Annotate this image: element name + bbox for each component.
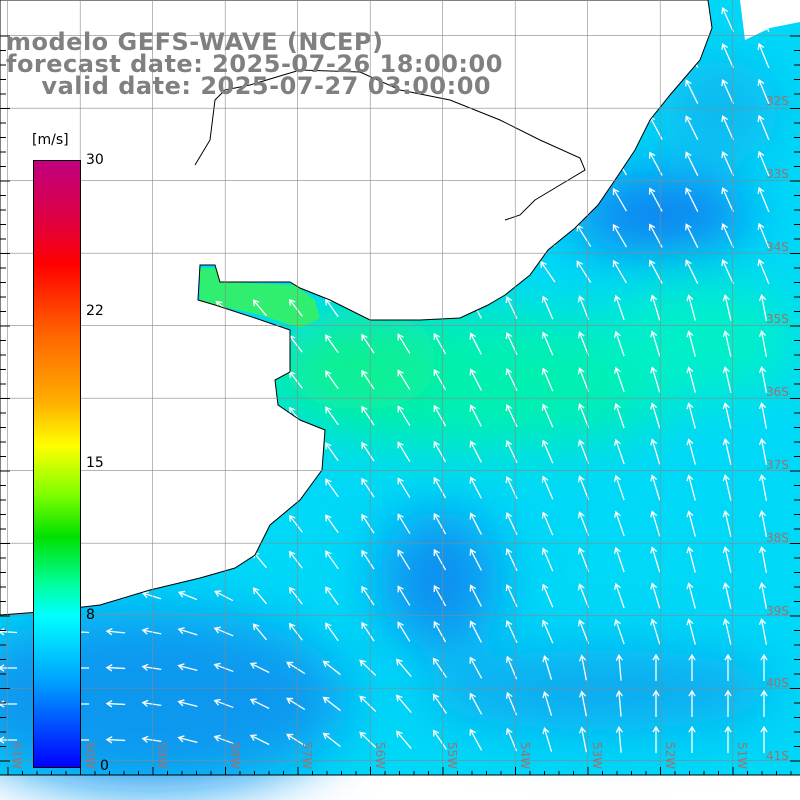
latitude-label: 35S xyxy=(766,312,789,327)
longitude-label: 60W xyxy=(82,742,97,770)
longitude-label: 59W xyxy=(155,742,169,770)
axis-ticks xyxy=(0,35,800,776)
latitude-label: 39S xyxy=(766,603,789,618)
longitude-label: 52W xyxy=(662,742,677,770)
colorbar-unit: [m/s] xyxy=(32,132,69,148)
valid-date: valid date: 2025-07-27 03:00:00 xyxy=(6,72,492,100)
longitude-label: 61W xyxy=(10,742,24,770)
latitude-label: 33S xyxy=(766,166,789,181)
longitude-label: 51W xyxy=(735,742,749,770)
colorbar-label: 15 xyxy=(86,455,104,471)
model-title: modelo GEFS-WAVE (NCEP) xyxy=(6,28,384,56)
colorbar xyxy=(33,160,81,768)
longitude-label: 57W xyxy=(300,742,314,770)
latitude-label: 34S xyxy=(766,239,789,254)
longitude-label: 55W xyxy=(445,742,459,770)
longitude-label: 53W xyxy=(590,742,604,770)
colorbar-label: 0 xyxy=(100,758,109,774)
latitude-label: 37S xyxy=(766,458,789,472)
colorbar-label: 8 xyxy=(86,607,95,623)
tick-marks xyxy=(0,35,800,776)
latitude-label: 32S xyxy=(766,94,789,108)
latitude-label: 36S xyxy=(766,385,789,400)
forecast-date: forecast date: 2025-07-26 18:00:00 xyxy=(6,50,503,78)
latitude-label: 40S xyxy=(766,676,789,691)
latitude-label: 38S xyxy=(766,530,789,545)
colorbar-label: 30 xyxy=(86,152,104,168)
colorbar-label: 22 xyxy=(86,303,104,319)
longitude-label: 56W xyxy=(372,742,387,770)
longitude-label: 54W xyxy=(517,742,532,770)
longitude-label: 58W xyxy=(227,742,242,770)
latitude-label: 41S xyxy=(766,749,789,764)
